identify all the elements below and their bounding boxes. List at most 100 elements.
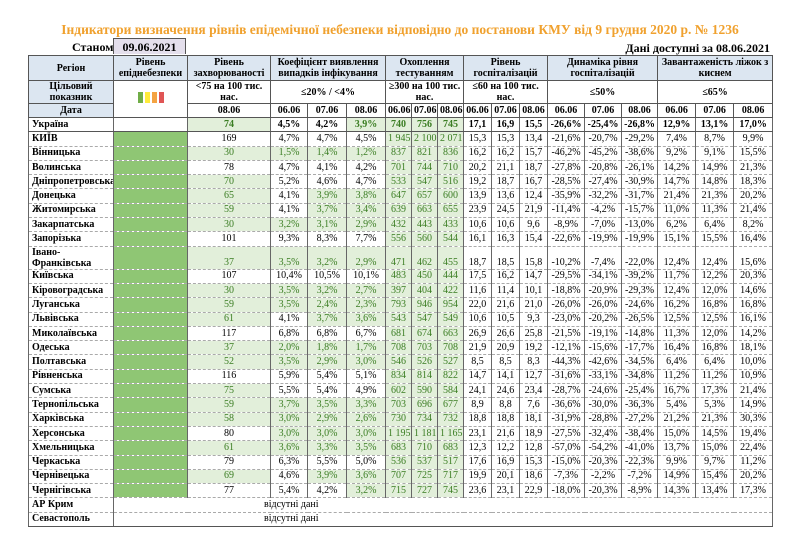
header-region: Регіон [28,55,114,81]
value-cell: 3,6% [346,312,386,327]
value-cell: 16,2% [657,297,697,313]
value-cell: 23,6 [463,483,493,499]
date-cell: 06.06 [657,103,697,118]
value-cell: -35,9% [547,188,586,204]
value-cell: 683 [385,440,412,456]
value-cell: 663 [411,203,438,219]
value-cell: 708 [385,340,412,356]
value-cell: -28,7% [547,383,586,399]
level-legend-swatch [144,92,150,103]
value-cell: 3,5% [270,283,308,299]
value-cell: -17,7% [621,340,659,356]
value-cell: 4,2% [346,160,386,176]
value-cell: 2 071 [436,131,465,147]
value-cell: 14,7% [657,174,697,190]
value-cell: 1,2% [346,146,386,161]
value-cell: 10,1% [346,269,386,284]
value-cell: -19,9% [584,231,623,247]
value-cell: 547 [411,312,438,327]
table-row: Чернівецька 69 4,6% 3,9% 3,6% 707 725 717 19,9 20… [28,469,774,485]
value-cell: 703 [411,340,438,356]
value-cell: 14,8% [695,174,735,190]
value-cell: 21,3% [695,412,735,427]
value-cell: 526 [411,354,438,370]
epidemic-level-cell [113,440,188,456]
value-cell: 21,4% [733,383,774,399]
value-cell: -14,8% [621,326,659,342]
value-cell: 24,5 [491,203,521,219]
value-cell: 4,7% [346,174,386,190]
value-cell: 10,6 [463,217,493,233]
value-cell: 79 [187,455,271,470]
value-cell: 556 [385,231,412,247]
date-cell: 07.06 [584,103,623,118]
value-cell: 544 [436,231,465,247]
value-cell: 837 [385,146,412,161]
value-cell: 24,1 [463,383,493,399]
value-cell: 560 [411,231,438,247]
value-cell: -31,9% [547,412,586,427]
date-incidence: 08.06 [187,103,271,118]
value-cell: 12,4 [519,188,549,204]
value-cell: 18,1 [519,412,549,427]
value-cell: 3,9% [307,469,347,485]
value-cell: 1 195 [385,426,412,442]
level-legend-swatch [151,92,157,103]
value-cell: 5,4% [307,383,347,399]
value-cell: 14,6% [733,283,774,299]
value-cell: 6,8% [307,326,347,342]
value-cell: 836 [436,146,465,161]
epidemic-level-cell [113,340,188,356]
value-cell: -46,2% [547,146,586,161]
value-cell: 16,8% [695,297,735,313]
table-row: Донецька 65 4,1% 3,9% 3,8% 647 657 600 13,9 13,6 1… [28,188,774,204]
table-row: КИЇВ 169 4,7% 4,7% 4,5% 1 945 2 100 2 071 15,3 15… [28,131,774,147]
value-cell: 1 165 [436,426,465,442]
value-cell: -24,6% [621,297,659,313]
value-cell: 590 [411,383,438,399]
value-cell: 14,5% [695,426,735,442]
value-cell: 21,9 [519,203,549,219]
header-level: Рівень епіднебезпеки [113,55,188,81]
value-cell: 16,1 [463,231,493,247]
value-cell: 444 [436,269,465,284]
region-name: Херсонська [28,426,114,442]
value-cell: -27,5% [547,426,586,442]
value-cell: 6,8% [270,326,308,342]
date-cell: 06.06 [547,103,586,118]
value-cell: 725 [411,469,438,485]
value-cell: 740 [385,117,412,133]
value-cell: 11,2% [733,455,774,470]
value-cell: -32,4% [584,426,623,442]
value-cell: 8,3 [519,354,549,370]
value-cell: 15,1% [657,231,697,247]
region-name: КИЇВ [28,131,114,147]
value-cell: 5,3% [695,397,735,413]
value-cell: 30 [187,217,271,233]
value-cell: 3,7% [307,312,347,327]
value-cell: 3,3% [307,440,347,456]
value-cell: 15,3 [519,455,549,470]
target-label: Цільовий показник [28,80,114,104]
value-cell: 455 [436,246,465,270]
value-cell: -20,8% [584,160,623,176]
value-cell: -7,2% [621,469,659,485]
value-cell: -38,4% [621,426,659,442]
value-cell: 15,5% [733,146,774,161]
value-cell: 24,6 [491,383,521,399]
value-cell: -26,0% [547,297,586,313]
value-cell: 11,4 [491,283,521,299]
value-cell: 21,3% [695,188,735,204]
table-row: Луганська 59 3,5% 2,4% 2,3% 793 946 954 22,0 21,6… [28,297,774,313]
value-cell: 21,1 [491,160,521,176]
value-cell: 3,2% [270,217,308,233]
value-cell: -42,6% [584,354,623,370]
value-cell: 8,7% [695,131,735,147]
value-cell: -31,6% [547,369,586,385]
header-dynamics: Динаміка рівня госпіталізацій [547,55,659,81]
value-cell: 10,0% [733,354,774,370]
region-name: Чернівецька [28,469,114,485]
value-cell: 12,7 [519,369,549,385]
value-cell: 14,7 [463,369,493,385]
epidemic-level-cell [113,483,188,499]
